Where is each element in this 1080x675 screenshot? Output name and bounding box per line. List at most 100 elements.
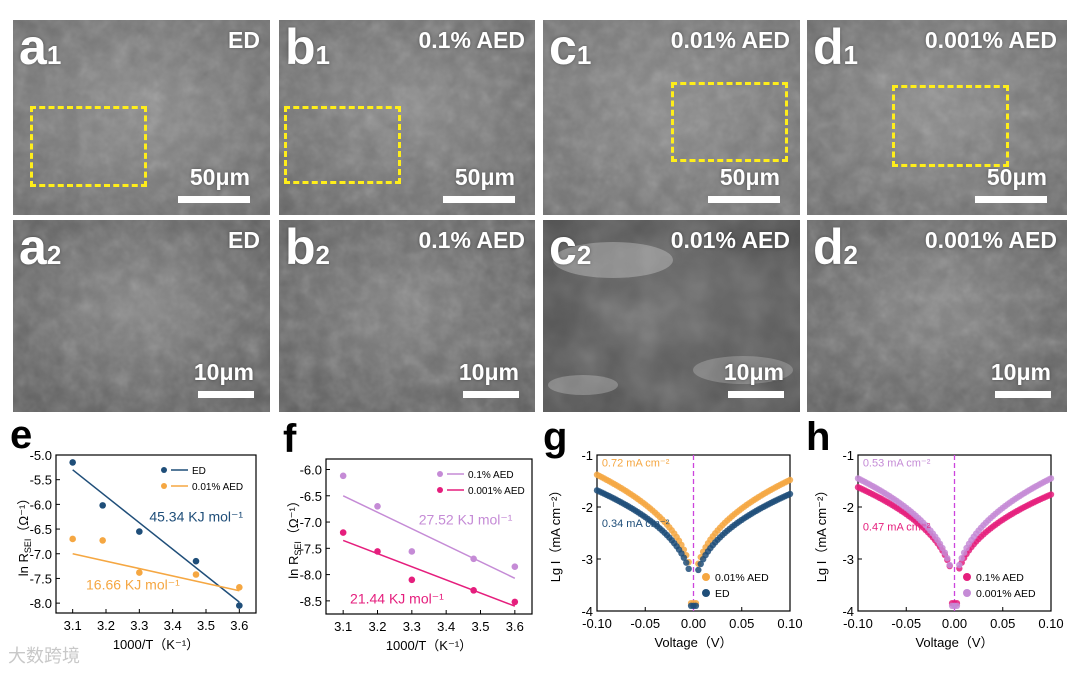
x-tick-label: 0.10 xyxy=(777,616,802,631)
curve-point xyxy=(719,522,726,529)
y-label-main: ln R xyxy=(16,553,31,576)
curve-point xyxy=(712,530,719,537)
sem-panel-b1: b1 0.1% AED 50μm xyxy=(279,20,535,215)
curve-point xyxy=(666,534,673,541)
curve-point xyxy=(883,491,891,498)
curve-point xyxy=(917,517,924,524)
curve-point xyxy=(675,546,683,553)
data-point xyxy=(470,587,477,594)
curve-point xyxy=(876,486,883,494)
x-tick-label: -0.05 xyxy=(891,616,921,631)
curve-point xyxy=(912,512,920,520)
condition-label: ED xyxy=(228,227,260,253)
curve-point xyxy=(876,494,883,502)
curve-point xyxy=(714,527,721,534)
condition-label: 0.01% AED xyxy=(670,27,790,53)
curve-point xyxy=(781,492,789,500)
curve-point xyxy=(613,482,620,489)
curve-point xyxy=(924,524,932,531)
x-tick-label: 3.1 xyxy=(64,618,82,633)
chart-panel-letter: e xyxy=(10,413,32,457)
sem-panel-c2: c2 0.01% AED 10μm xyxy=(543,220,800,412)
curve-point xyxy=(973,538,980,545)
curve-point xyxy=(745,512,753,519)
data-point xyxy=(99,502,106,509)
panel-letter: d xyxy=(813,220,844,275)
curve-point xyxy=(927,527,934,534)
curve-point xyxy=(963,550,970,558)
curve-point xyxy=(617,499,625,506)
legend-marker xyxy=(437,471,443,477)
curve-point xyxy=(977,524,985,531)
curve-point xyxy=(608,494,615,501)
x-tick-label: 0.10 xyxy=(1038,616,1063,631)
curve-point xyxy=(859,477,867,485)
curve-point xyxy=(603,491,610,499)
legend-marker xyxy=(437,487,443,493)
curve-point xyxy=(910,510,917,517)
curve-point xyxy=(985,527,992,534)
curve-point xyxy=(620,486,627,493)
curve-point xyxy=(1018,491,1026,498)
curve-point xyxy=(883,498,891,506)
scale-bar xyxy=(708,196,780,203)
x-tick-label: -0.10 xyxy=(582,616,612,631)
curve-point xyxy=(692,602,700,609)
y-tick-label: -2 xyxy=(581,500,593,515)
data-point xyxy=(511,598,519,606)
curve-point xyxy=(893,497,900,505)
legend-marker xyxy=(702,573,710,581)
curve-point xyxy=(989,523,997,530)
x-tick-label: 3.3 xyxy=(403,619,421,634)
panel-subscript: 1 xyxy=(576,40,592,70)
curve-point xyxy=(762,502,770,509)
curve-point xyxy=(629,506,637,513)
curve-point xyxy=(1018,505,1026,512)
curve-point xyxy=(900,502,908,510)
curve-point xyxy=(637,497,644,505)
sem-micrograph xyxy=(279,220,535,412)
curve-point xyxy=(784,477,791,485)
x-axis-label: Voltage（V） xyxy=(654,635,732,650)
chart-panel-letter: f xyxy=(283,417,297,461)
scale-bar xyxy=(995,391,1051,398)
curve-point xyxy=(692,600,700,607)
curve-point xyxy=(646,517,654,524)
curve-point xyxy=(627,490,634,498)
curve-point xyxy=(769,485,777,492)
curve-point xyxy=(707,536,714,543)
scale-bar-label: 50μm xyxy=(454,164,515,190)
curve-point xyxy=(750,509,758,516)
legend-marker xyxy=(161,483,167,489)
y-label-unit: （Ω⁻¹） xyxy=(16,492,31,539)
plot-frame xyxy=(325,458,533,615)
panel-letter: a xyxy=(19,220,47,275)
curve-point xyxy=(936,540,944,548)
data-point xyxy=(136,569,143,576)
curve-point xyxy=(893,504,900,511)
y-label-main: ln R xyxy=(286,556,301,579)
curve-point xyxy=(1006,499,1014,506)
curve-point xyxy=(625,503,632,510)
curve-point xyxy=(1026,501,1033,508)
curve-point xyxy=(1038,495,1045,502)
curve-point xyxy=(907,508,915,515)
curve-point xyxy=(673,533,680,541)
curve-point xyxy=(690,600,697,607)
curve-point xyxy=(608,479,615,486)
curve-point xyxy=(910,516,917,523)
curve-point xyxy=(927,531,934,538)
fit-line-0001AED xyxy=(342,539,516,607)
curve-point xyxy=(704,548,712,555)
curve-point xyxy=(605,477,613,485)
curve-point xyxy=(965,547,973,554)
data-point xyxy=(136,528,143,535)
x-tick-label: 3.5 xyxy=(471,619,489,634)
curve-point xyxy=(765,488,772,495)
scale-bar-label: 10μm xyxy=(990,359,1051,385)
curve-point xyxy=(1006,511,1014,519)
fit-line-001AED xyxy=(72,553,240,592)
y-tick-label: -8.0 xyxy=(30,596,52,611)
panel-label: d2 xyxy=(813,222,858,272)
curve-point xyxy=(905,506,912,513)
